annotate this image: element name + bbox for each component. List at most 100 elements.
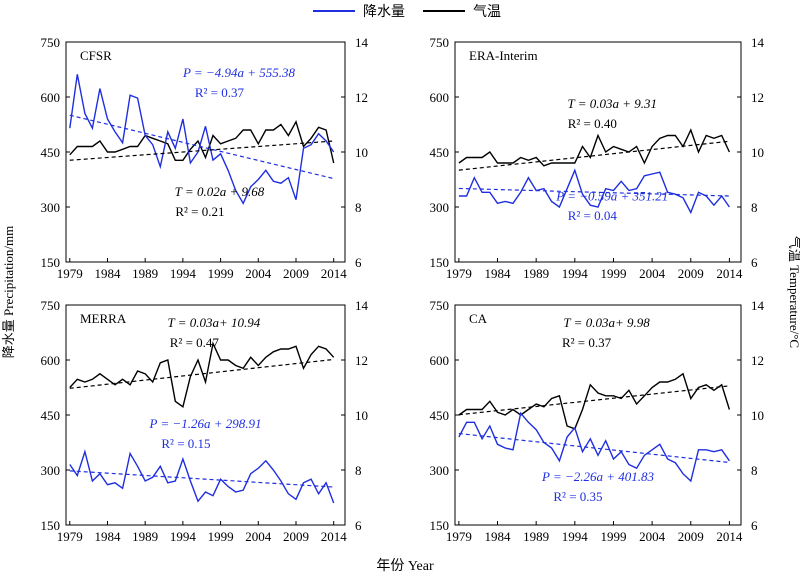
x-tick-label: 1979 — [446, 266, 472, 281]
temp-series-line — [458, 372, 731, 430]
precip-equation: P = −1.26a + 298.91 — [148, 416, 261, 431]
temp-tick-label: 6 — [751, 255, 758, 270]
x-tick-label: 2014 — [321, 529, 348, 544]
panel-merra: 1979 1984 1989 1994 1999 2004 2009 2014 150 300 45… — [41, 298, 369, 544]
x-tick-label: 1979 — [57, 266, 83, 281]
precip-tick-label: 300 — [430, 200, 450, 215]
temp-r2: R² = 0.47 — [170, 335, 220, 350]
precip-tick-label: 600 — [430, 90, 450, 105]
precip-tick-label: 750 — [41, 298, 61, 313]
x-tick-label: 2004 — [639, 266, 666, 281]
panel-title: MERRA — [80, 311, 127, 326]
temp-tick-label: 6 — [355, 518, 362, 533]
precip-r2: R² = 0.35 — [553, 489, 602, 504]
temp-tick-label: 10 — [751, 145, 764, 160]
temp-equation: T = 0.02a + 9.68 — [175, 184, 265, 199]
temp-tick-label: 8 — [355, 200, 362, 215]
x-tick-label: 2014 — [716, 266, 743, 281]
precip-trend-line — [69, 114, 334, 180]
x-tick-label: 1984 — [94, 266, 121, 281]
precip-tick-label: 450 — [430, 145, 450, 160]
precip-trend-line — [458, 187, 730, 197]
x-tick-label: 1989 — [132, 529, 158, 544]
temp-equation: T = 0.03a + 9.31 — [568, 96, 658, 111]
precip-equation: P = −4.94a + 555.38 — [182, 65, 296, 80]
precip-tick-label: 300 — [41, 463, 61, 478]
x-tick-label: 2014 — [321, 266, 348, 281]
x-tick-label: 1979 — [446, 529, 472, 544]
x-tick-label: 1999 — [208, 266, 234, 281]
temp-tick-label: 6 — [751, 518, 758, 533]
x-tick-label: 1999 — [600, 266, 626, 281]
x-tick-label: 1994 — [170, 266, 197, 281]
temp-tick-label: 12 — [751, 90, 764, 105]
temp-tick-label: 12 — [355, 90, 368, 105]
precip-tick-label: 450 — [41, 145, 61, 160]
precip-tick-label: 450 — [41, 408, 61, 423]
temp-r2: R² = 0.40 — [568, 116, 617, 131]
x-tick-label: 1984 — [485, 266, 512, 281]
precip-tick-label: 750 — [430, 298, 450, 313]
precip-tick-label: 150 — [41, 518, 61, 533]
temp-tick-label: 8 — [355, 463, 362, 478]
temp-tick-label: 12 — [751, 353, 764, 368]
temp-equation: T = 0.03a+ 9.98 — [563, 315, 650, 330]
x-tick-label: 1994 — [562, 266, 589, 281]
precip-r2: R² = 0.37 — [195, 85, 245, 100]
temp-r2: R² = 0.37 — [562, 335, 612, 350]
x-tick-label: 2009 — [283, 266, 309, 281]
precip-tick-label: 750 — [41, 35, 61, 50]
right-axis-label: 气温 Temperature/°C — [787, 236, 800, 348]
x-tick-label: 1989 — [132, 266, 158, 281]
x-tick-label: 2004 — [639, 529, 666, 544]
bottom-axis-label: 年份 Year — [376, 558, 434, 574]
precip-tick-label: 300 — [41, 200, 61, 215]
x-tick-label: 2009 — [678, 529, 704, 544]
x-tick-label: 1999 — [600, 529, 626, 544]
legend-temp-label: 气温 — [473, 4, 501, 20]
temp-tick-label: 10 — [751, 408, 764, 423]
temp-tick-label: 8 — [751, 463, 758, 478]
precip-equation: P = −2.26a + 401.83 — [541, 469, 655, 484]
x-tick-label: 2014 — [716, 529, 743, 544]
x-tick-label: 1989 — [523, 529, 549, 544]
precip-tick-label: 750 — [430, 35, 450, 50]
temp-equation: T = 0.03a+ 10.94 — [167, 315, 260, 330]
panel-title: CA — [469, 311, 488, 326]
temp-trend-line — [69, 140, 334, 161]
temp-series-line — [69, 120, 335, 164]
precip-series-line — [69, 74, 335, 205]
temp-tick-label: 6 — [355, 255, 362, 270]
x-tick-label: 1984 — [485, 529, 512, 544]
precip-series-line — [458, 168, 730, 215]
x-tick-label: 1979 — [57, 529, 83, 544]
precip-tick-label: 600 — [41, 353, 61, 368]
x-tick-label: 1999 — [208, 529, 234, 544]
legend: 降水量 气温 — [313, 4, 501, 20]
precip-tick-label: 600 — [430, 353, 450, 368]
temp-tick-label: 8 — [751, 200, 758, 215]
precip-series-line — [69, 449, 335, 504]
x-tick-label: 1994 — [170, 529, 197, 544]
x-tick-label: 2004 — [245, 529, 272, 544]
precip-r2: R² = 0.15 — [161, 436, 210, 451]
precip-series-line — [458, 411, 730, 483]
temp-tick-label: 12 — [355, 353, 368, 368]
temp-tick-label: 10 — [355, 145, 368, 160]
x-tick-label: 1989 — [523, 266, 549, 281]
precip-tick-label: 150 — [430, 518, 450, 533]
panel-cfsr: 1979 1984 1989 1994 1999 2004 2009 2014 150 300 45… — [41, 35, 369, 281]
panel-era-interim: 1979 1984 1989 1994 1999 2004 2009 2014 150 300 45… — [430, 35, 765, 281]
precip-tick-label: 450 — [430, 408, 450, 423]
temp-r2: R² = 0.21 — [175, 204, 224, 219]
temp-tick-label: 14 — [751, 298, 765, 313]
precip-trend-line — [69, 470, 334, 488]
x-tick-label: 2004 — [245, 266, 272, 281]
temp-series-line — [458, 128, 731, 167]
temp-trend-line — [458, 140, 730, 171]
precip-tick-label: 300 — [430, 463, 450, 478]
precip-equation: P = −0.59a + 351.21 — [555, 188, 668, 203]
legend-precip-label: 降水量 — [363, 4, 405, 20]
panel-title: ERA-Interim — [469, 48, 538, 63]
